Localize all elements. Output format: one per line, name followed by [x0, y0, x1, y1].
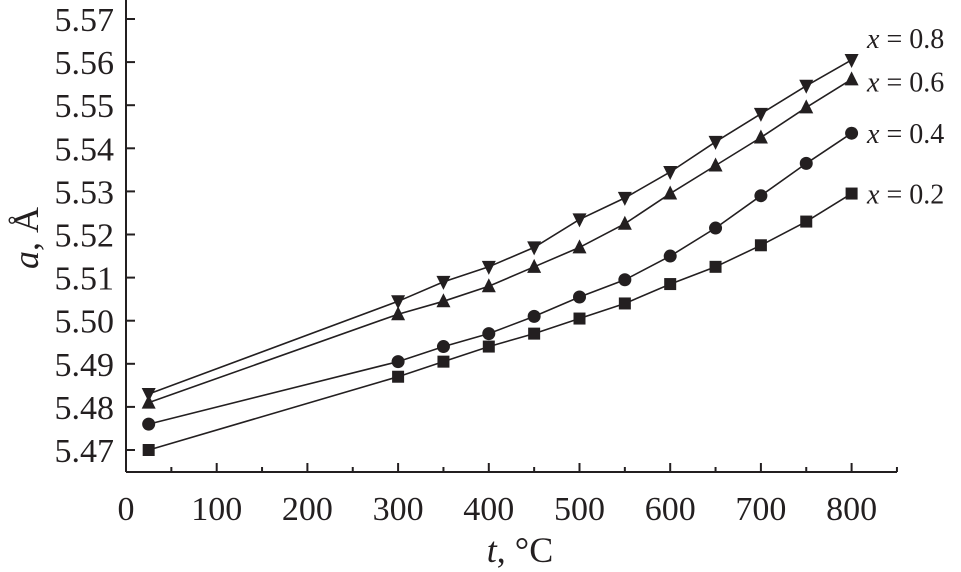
square-marker [709, 260, 722, 273]
circle-marker [527, 309, 541, 323]
triangle-up-marker [617, 215, 632, 230]
square-marker [664, 278, 677, 291]
axes [125, 0, 897, 473]
y-tick-label: 5.48 [55, 390, 115, 427]
square-marker [618, 297, 631, 310]
x-axis-label: t, °C [487, 530, 553, 570]
y-tick-label: 5.52 [55, 218, 115, 255]
series-1 [142, 187, 858, 456]
circle-marker [482, 327, 496, 341]
square-marker [392, 370, 405, 383]
y-tick-label: 5.49 [55, 347, 115, 384]
triangle-down-marker [141, 387, 156, 402]
y-tick-label: 5.57 [55, 2, 115, 39]
square-marker [754, 239, 767, 252]
x-tick-label: 300 [373, 491, 424, 528]
series-line [148, 132, 853, 425]
triangle-up-marker [572, 239, 587, 254]
series-label: x = 0.4 [866, 119, 944, 150]
triangle-down-marker [436, 275, 451, 290]
x-tick-label: 800 [826, 491, 877, 528]
y-tick-label: 5.53 [55, 174, 115, 211]
triangle-up-marker [436, 293, 451, 308]
circle-marker [845, 126, 859, 140]
triangle-down-marker [708, 135, 723, 150]
triangle-up-marker [663, 185, 678, 200]
x-tick-label: 100 [191, 491, 242, 528]
square-marker [482, 340, 495, 353]
y-tick-label: 5.56 [55, 45, 115, 82]
circle-marker [663, 249, 677, 263]
circle-marker [618, 273, 632, 287]
x-tick-label: 200 [282, 491, 333, 528]
triangle-down-marker [799, 79, 814, 94]
series-label: x = 0.2 [866, 180, 944, 211]
circle-marker [391, 355, 405, 369]
triangle-up-marker [527, 258, 542, 273]
series-line [148, 78, 853, 404]
y-axis-label: a, Å [6, 207, 46, 269]
series-4 [141, 53, 859, 402]
square-marker [437, 355, 450, 368]
y-tick-label: 5.51 [55, 261, 115, 298]
triangle-down-marker [391, 295, 406, 310]
series-group [141, 53, 859, 456]
triangle-up-marker [481, 278, 496, 293]
circle-marker [754, 189, 768, 203]
circle-marker [799, 156, 813, 170]
x-tick-label: 0 [118, 491, 135, 528]
series-3 [141, 71, 859, 409]
x-tick-label: 700 [735, 491, 786, 528]
circle-marker [142, 417, 156, 431]
square-marker [845, 187, 858, 200]
x-tick-label: 400 [463, 491, 514, 528]
circle-marker [573, 290, 586, 304]
triangle-up-marker [844, 71, 859, 86]
series-label: x = 0.6 [866, 67, 944, 98]
triangle-down-marker [663, 166, 678, 181]
square-marker [528, 327, 541, 340]
series-2 [142, 126, 859, 431]
circle-marker [436, 340, 450, 354]
triangle-up-marker [753, 129, 768, 144]
y-tick-label: 5.54 [55, 131, 115, 168]
triangle-down-marker [753, 107, 768, 122]
triangle-up-marker [708, 157, 723, 172]
series-labels: x = 0.2 x = 0.4 x = 0.6 x = 0.8 [866, 24, 944, 211]
x-ticks: 0 100 200 300 400 500 600 700 800 [118, 463, 898, 528]
series-line [148, 192, 853, 451]
triangle-down-marker [481, 260, 496, 275]
series-line [148, 59, 852, 395]
y-tick-label: 5.50 [55, 304, 115, 341]
y-tick-label: 5.55 [55, 88, 115, 125]
square-marker [142, 444, 155, 456]
triangle-down-marker [527, 241, 542, 256]
y-ticks: 5.47 5.48 5.49 5.50 5.51 5.52 5.53 5.54 5.55 5.56… [55, 2, 135, 470]
square-marker [573, 312, 586, 325]
triangle-down-marker [572, 213, 587, 228]
triangle-down-marker [617, 191, 632, 206]
series-label: x = 0.8 [866, 24, 944, 55]
x-tick-label: 500 [554, 491, 605, 528]
triangle-up-marker [799, 99, 814, 114]
y-tick-label: 5.47 [55, 433, 115, 470]
triangle-up-marker [391, 306, 406, 321]
x-tick-label: 600 [645, 491, 696, 528]
triangle-down-marker [844, 53, 859, 68]
circle-marker [709, 221, 723, 235]
square-marker [800, 215, 813, 228]
